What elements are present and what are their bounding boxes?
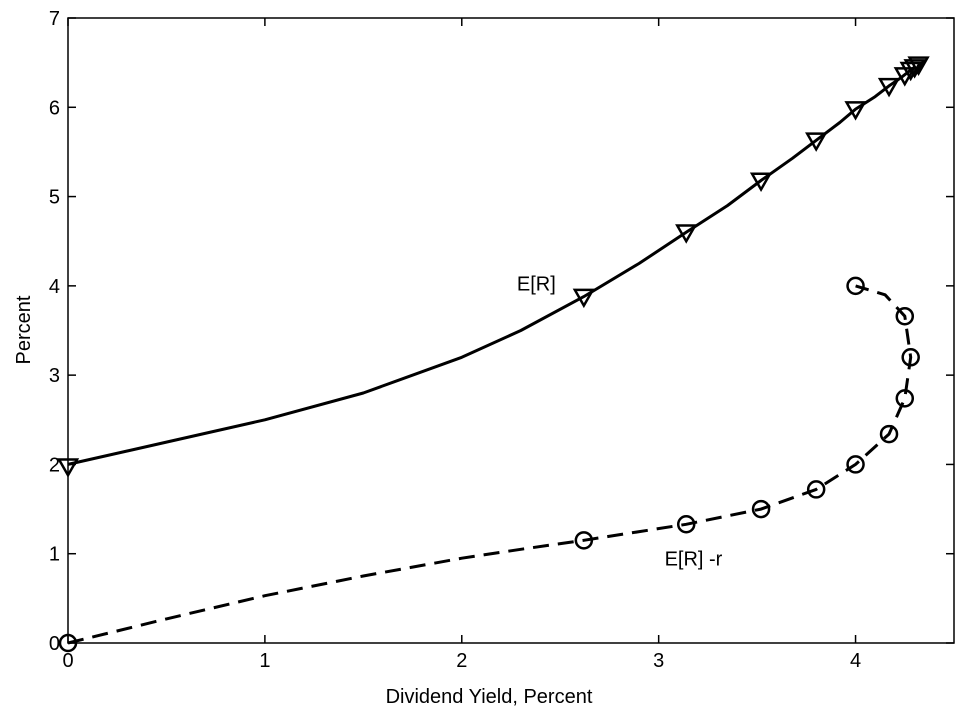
marker-triangle-3	[749, 172, 773, 193]
x-tick-label: 1	[259, 650, 270, 672]
marker-circle-10	[846, 276, 865, 296]
annotation-label: E[R]	[517, 273, 556, 295]
x-axis-title: Dividend Yield, Percent	[386, 686, 593, 708]
y-tick-label: 7	[49, 8, 60, 30]
marker-triangle-6	[877, 77, 901, 98]
ticks-layer: 0 1 2 3 4 0 1 2 3 4 5 6 7	[49, 8, 954, 672]
y-tick-label: 0	[49, 633, 60, 655]
series-line-0	[67, 65, 916, 466]
marker-triangle-4	[805, 132, 828, 152]
marker-triangle-10	[907, 56, 930, 76]
y-tick-label: 2	[49, 454, 60, 476]
marker-circle-4	[806, 480, 826, 499]
y-tick-label: 5	[49, 187, 60, 209]
annotation-label: E[R] -r	[665, 548, 723, 570]
y-tick-label: 1	[49, 544, 60, 566]
marker-circle-2	[676, 515, 696, 534]
marker-circle-7	[895, 389, 915, 408]
x-tick-label: 2	[456, 650, 467, 672]
annotation-layer: E[R] E[R] -r	[517, 273, 723, 570]
series-line-1	[67, 284, 913, 645]
y-tick-label: 6	[49, 97, 60, 119]
marker-circle-6	[879, 424, 899, 444]
marker-circle-1	[574, 531, 594, 550]
marker-circle-9	[895, 306, 915, 326]
marker-circle-8	[901, 348, 920, 367]
plot-background	[68, 18, 956, 643]
series-layer	[56, 56, 930, 653]
plot-frame	[67, 17, 955, 644]
y-axis-title: Percent	[13, 295, 35, 364]
x-tick-label: 4	[850, 650, 861, 672]
marker-triangle-9	[903, 59, 926, 79]
marker-circle-3	[751, 499, 771, 519]
x-tick-label: 0	[62, 650, 73, 672]
marker-triangle-8	[899, 61, 922, 82]
y-tick-label: 3	[49, 365, 60, 387]
marker-triangle-5	[844, 101, 867, 121]
x-tick-label: 3	[653, 650, 664, 672]
y-tick-label: 4	[49, 276, 60, 298]
marker-circle-5	[846, 455, 865, 474]
marker-triangle-2	[675, 224, 698, 244]
marker-triangle-1	[572, 288, 596, 309]
